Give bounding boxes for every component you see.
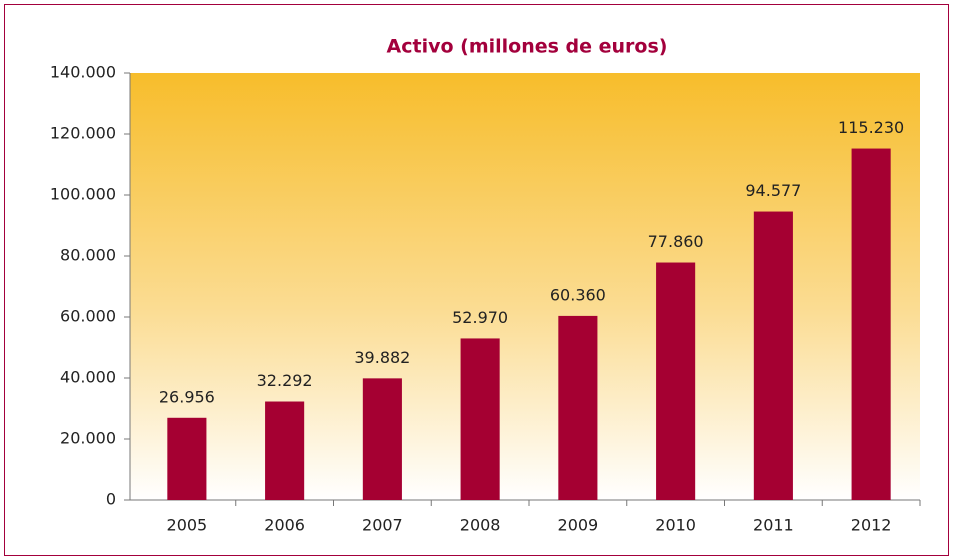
x-tick-label: 2010 <box>655 516 696 535</box>
x-tick-label: 2007 <box>362 516 403 535</box>
x-tick-label: 2009 <box>558 516 599 535</box>
x-tick-label: 2006 <box>264 516 305 535</box>
data-label: 52.970 <box>452 308 508 327</box>
bar <box>753 211 793 500</box>
data-label: 60.360 <box>550 285 606 304</box>
y-tick-label: 100.000 <box>50 185 116 204</box>
data-label: 39.882 <box>354 348 410 367</box>
chart-title: Activo (millones de euros) <box>387 36 668 58</box>
x-tick-label: 2005 <box>167 516 208 535</box>
y-tick-label: 140.000 <box>50 63 116 82</box>
bar <box>265 401 305 500</box>
bar <box>558 315 598 500</box>
x-tick-label: 2008 <box>460 516 501 535</box>
data-label: 94.577 <box>745 181 801 200</box>
bar <box>656 262 696 500</box>
y-tick-label: 20.000 <box>60 429 116 448</box>
bar <box>851 148 891 500</box>
plot-background <box>130 73 920 500</box>
y-tick-label: 80.000 <box>60 246 116 265</box>
bar <box>362 378 402 500</box>
x-tick-label: 2011 <box>753 516 794 535</box>
data-label: 26.956 <box>159 387 215 406</box>
bar <box>460 338 500 500</box>
y-tick-label: 120.000 <box>50 124 116 143</box>
data-label: 77.860 <box>648 232 704 251</box>
x-tick-label: 2012 <box>851 516 892 535</box>
data-label: 32.292 <box>257 371 313 390</box>
y-tick-label: 40.000 <box>60 368 116 387</box>
y-tick-label: 0 <box>106 490 116 509</box>
y-tick-label: 60.000 <box>60 307 116 326</box>
data-label: 115.230 <box>838 118 904 137</box>
bar <box>167 417 207 500</box>
